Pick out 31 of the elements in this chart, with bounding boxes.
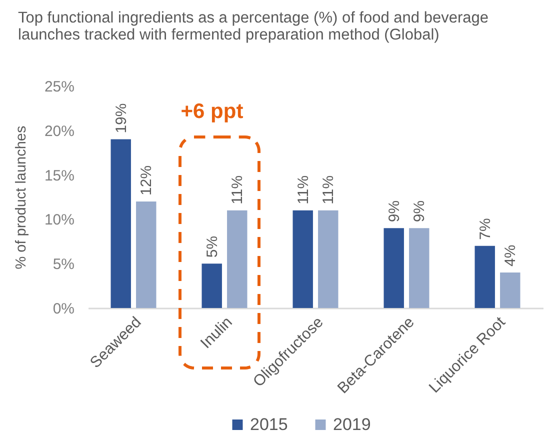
y-tick-label: 5% bbox=[52, 256, 74, 274]
chart-title: Top functional ingredients as a percentage (%) of food and beverage launches tracked with fermented preparation method (Global) bbox=[18, 10, 488, 44]
bar bbox=[202, 264, 222, 308]
bar bbox=[409, 228, 430, 308]
bar bbox=[318, 210, 338, 308]
bar bbox=[292, 210, 313, 308]
bar bbox=[227, 210, 248, 308]
data-label: 7% bbox=[476, 218, 494, 240]
bar bbox=[474, 246, 495, 308]
data-label: 11% bbox=[320, 175, 338, 204]
y-tick-label: 15% bbox=[44, 167, 74, 184]
data-label: 4% bbox=[502, 244, 520, 266]
bar bbox=[110, 139, 131, 308]
annotation: +6 ppt bbox=[180, 100, 244, 123]
legend-label: 2015 bbox=[250, 414, 288, 434]
bar bbox=[384, 228, 404, 308]
data-label: 11% bbox=[229, 175, 246, 204]
y-tick-label: 25% bbox=[44, 78, 74, 96]
data-label: 9% bbox=[386, 200, 403, 222]
y-tick-label: 10% bbox=[44, 212, 74, 229]
data-label: 5% bbox=[204, 236, 221, 258]
y-axis-title: % of product launches bbox=[13, 126, 30, 270]
legend-label: 2019 bbox=[333, 414, 371, 434]
y-tick-label: 20% bbox=[44, 122, 74, 140]
data-label: 9% bbox=[411, 200, 428, 222]
bar bbox=[500, 272, 520, 308]
data-label: 19% bbox=[112, 103, 130, 134]
data-label: 12% bbox=[138, 165, 156, 196]
bar bbox=[136, 201, 156, 308]
data-label: 11% bbox=[294, 175, 312, 204]
y-tick-label: 0% bbox=[52, 300, 74, 318]
